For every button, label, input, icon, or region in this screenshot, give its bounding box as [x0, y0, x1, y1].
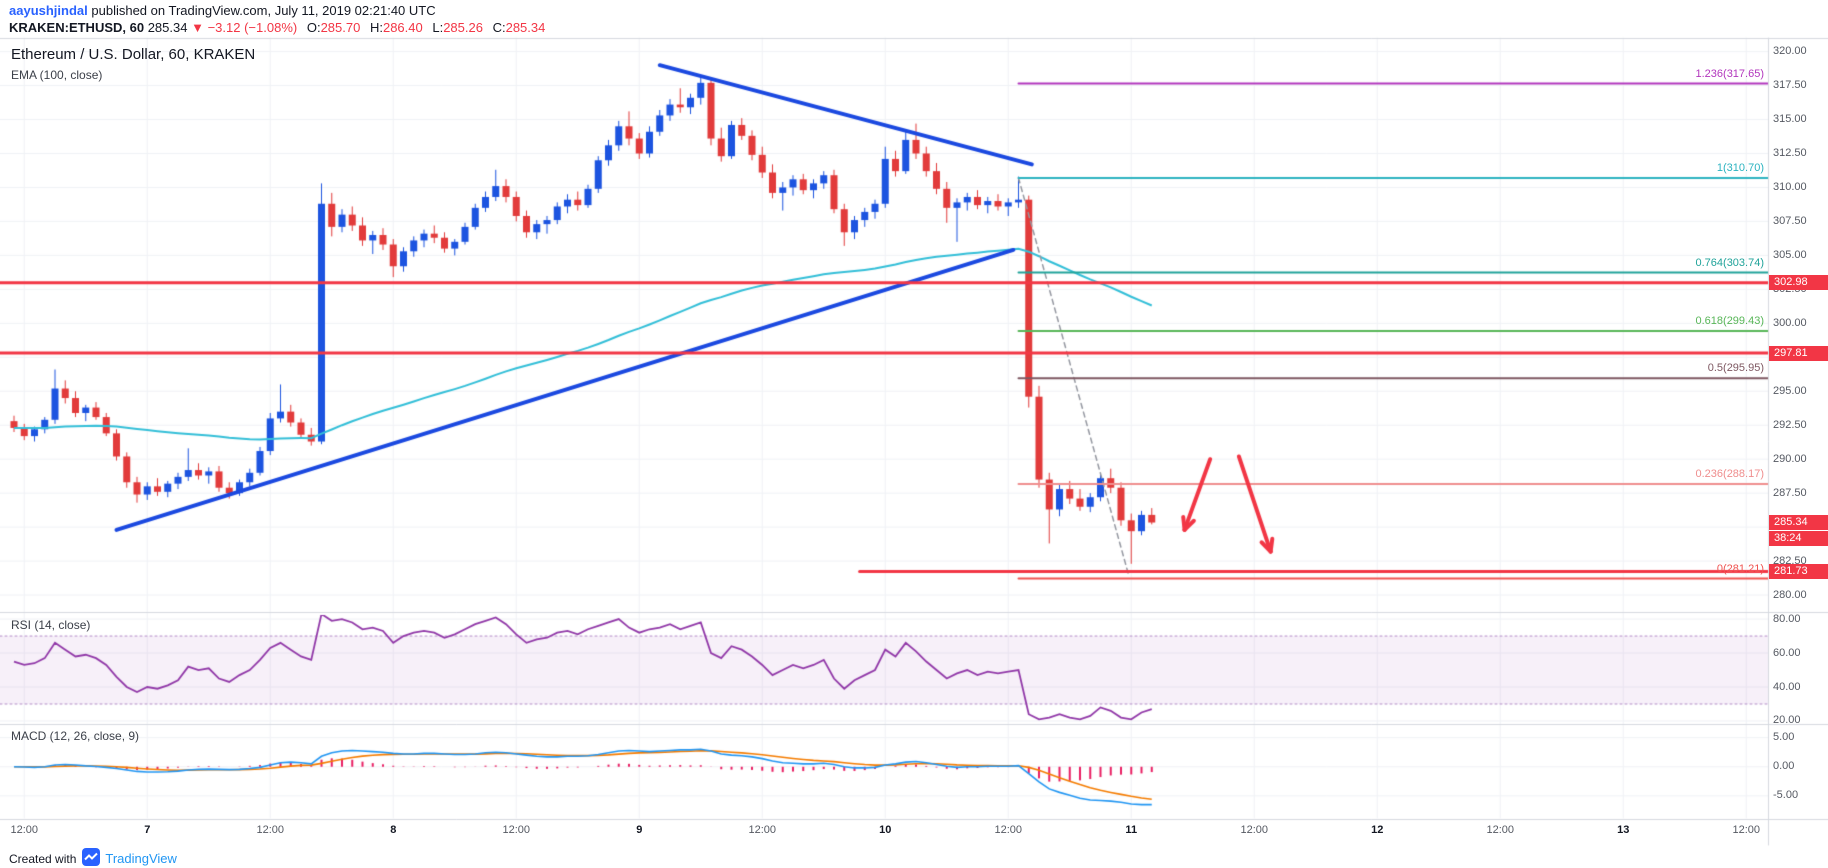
low-label: L:	[432, 20, 444, 35]
tradingview-logo-icon[interactable]	[82, 848, 101, 868]
author-link[interactable]: aayushjindal	[9, 3, 88, 18]
published-text: published on TradingView.com, July 11, 2…	[91, 3, 436, 18]
created-with-text: Created with	[9, 851, 77, 866]
chart-title: Ethereum / U.S. Dollar, 60, KRAKEN	[11, 46, 256, 63]
open-value: 285.70	[320, 20, 361, 35]
direction-arrow: ▼	[191, 20, 204, 35]
ema-legend: EMA (100, close)	[11, 68, 103, 82]
macd-legend: MACD (12, 26, close, 9)	[11, 729, 140, 743]
high-value: 286.40	[382, 20, 423, 35]
change-text: −3.12 (−1.08%)	[207, 20, 298, 35]
symbol-interval[interactable]: KRAKEN:ETHUSD, 60	[9, 20, 145, 35]
last-price: 285.34	[147, 20, 188, 35]
main-pane-legend: Ethereum / U.S. Dollar, 60, KRAKEN EMA (…	[11, 46, 255, 82]
low-value: 285.26	[443, 20, 483, 35]
close-value: 285.34	[505, 20, 546, 35]
tradingview-brand-link[interactable]: TradingView	[105, 851, 177, 866]
snapshot-header: aayushjindal published on TradingView.co…	[9, 2, 545, 36]
high-label: H:	[369, 20, 383, 35]
rsi-legend: RSI (14, close)	[11, 618, 91, 632]
open-label: O:	[306, 20, 321, 35]
close-label: C:	[492, 20, 506, 35]
snapshot-footer: Created with TradingView	[9, 848, 177, 868]
